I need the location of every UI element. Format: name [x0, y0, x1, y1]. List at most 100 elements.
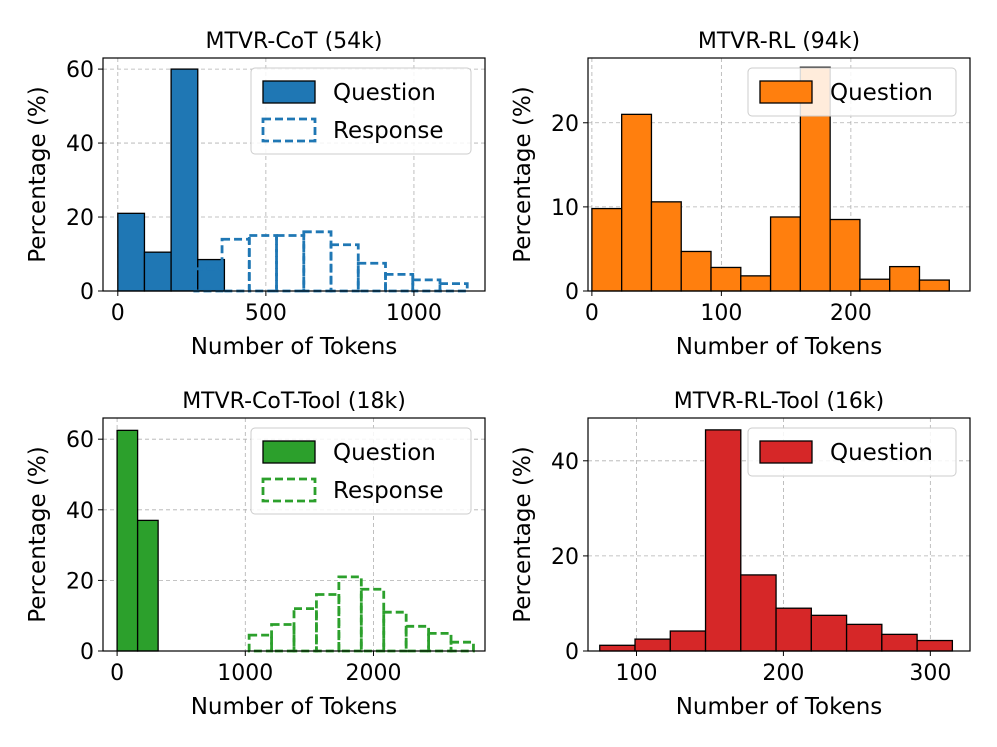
- y-tick-label: 0: [565, 280, 579, 305]
- bar-response: [292, 607, 318, 653]
- y-tick-label: 40: [66, 132, 94, 157]
- y-tick-label: 60: [66, 428, 94, 453]
- panel-mtvr-cot-tool: 0 1000 2000 0 20 40 60 MTVR-CoT-Tool (18k) Numbe…: [25, 389, 486, 720]
- panel-mtvr-cot: 0 500 1000 0 20 40 60 MTVR-CoT (54k) Number of T…: [25, 29, 486, 360]
- bar-question: [680, 250, 712, 292]
- bar-response: [384, 272, 415, 293]
- y-tick-label: 20: [551, 112, 579, 137]
- axes-frame: [102, 417, 486, 652]
- bar-response: [356, 261, 387, 293]
- legend-box: [747, 67, 957, 117]
- legend-label-question: Question: [333, 440, 436, 466]
- bar-question: [136, 519, 159, 652]
- legend-label-question: Question: [830, 80, 933, 106]
- bar-response: [411, 278, 442, 293]
- y-tick-label: 40: [66, 499, 94, 524]
- bar-question: [769, 216, 802, 292]
- x-tick-label: 1000: [386, 301, 442, 326]
- bar-question: [889, 265, 921, 292]
- y-tick-label: 0: [565, 640, 579, 665]
- bar-response: [247, 234, 278, 293]
- bar-response: [337, 575, 363, 653]
- x-axis-label: Number of Tokens: [676, 694, 883, 720]
- x-tick-label: 100: [700, 301, 742, 326]
- series-question: [117, 68, 226, 292]
- series-response: [193, 230, 469, 293]
- chart-title: MTVR-RL-Tool (16k): [674, 389, 885, 414]
- bar-question: [810, 614, 848, 652]
- legend-label-question: Question: [333, 80, 436, 106]
- bar-question: [117, 212, 146, 292]
- legend: Question: [747, 427, 957, 477]
- bar-question: [621, 113, 653, 292]
- bar-response: [275, 234, 306, 293]
- bar-question: [704, 429, 742, 652]
- bar-response: [359, 587, 386, 653]
- panel-mtvr-rl: 0 100 200 0 10 20 MTVR-RL (94k) Number of Token…: [510, 29, 971, 360]
- bar-response: [315, 593, 341, 653]
- series-question: [116, 429, 159, 652]
- panel-mtvr-rl-tool: 100 200 300 0 20 40 MTVR-RL-Tool (16k) Number o…: [510, 389, 971, 720]
- x-axis-label: Number of Tokens: [191, 694, 398, 720]
- bar-response: [404, 624, 430, 653]
- bar-response: [449, 640, 475, 653]
- y-tick-label: 20: [551, 545, 579, 570]
- bar-question: [634, 638, 671, 652]
- y-tick-label: 20: [66, 206, 94, 231]
- x-tick-label: 0: [111, 301, 125, 326]
- legend-label-question: Question: [830, 440, 933, 466]
- legend-box: [747, 427, 957, 477]
- axes-frame: [587, 417, 971, 652]
- legend-label-response: Response: [333, 478, 443, 504]
- x-tick-label: 300: [909, 661, 951, 686]
- axes-frame: [102, 57, 486, 292]
- bar-response: [302, 230, 333, 293]
- legend: Question: [747, 67, 957, 117]
- x-tick-label: 1000: [217, 661, 273, 686]
- bar-response: [329, 243, 360, 293]
- bar-response: [270, 623, 296, 653]
- bar-question: [599, 644, 636, 652]
- legend-swatch-response: [261, 117, 317, 143]
- series-response: [247, 575, 475, 653]
- bar-question: [918, 279, 950, 292]
- x-tick-label: 500: [245, 301, 287, 326]
- bar-question: [143, 251, 172, 292]
- bar-question: [829, 218, 861, 292]
- bar-response: [220, 237, 251, 293]
- y-axis-label: Percentage (%): [510, 446, 536, 623]
- legend: Question Response: [250, 427, 472, 515]
- bar-response: [427, 631, 453, 653]
- y-axis-label: Percentage (%): [25, 446, 51, 623]
- bar-response: [247, 633, 273, 653]
- bar-question: [669, 630, 707, 652]
- x-tick-label: 200: [830, 301, 872, 326]
- bar-question: [740, 275, 772, 292]
- x-axis-label: Number of Tokens: [191, 334, 398, 360]
- legend-swatch-question: [759, 80, 813, 104]
- y-axis-label: Percentage (%): [25, 86, 51, 263]
- y-tick-label: 0: [80, 640, 94, 665]
- y-tick-label: 0: [80, 280, 94, 305]
- bar-question: [845, 623, 883, 652]
- bar-question: [710, 266, 742, 292]
- x-tick-label: 0: [585, 301, 599, 326]
- series-question: [599, 429, 954, 652]
- bar-question: [170, 68, 199, 292]
- chart-title: MTVR-CoT-Tool (18k): [182, 389, 406, 414]
- legend-swatch-response: [261, 477, 317, 503]
- y-tick-label: 40: [551, 450, 579, 475]
- bar-question: [881, 633, 918, 652]
- legend-swatch-question: [759, 440, 813, 464]
- bar-question: [591, 207, 623, 292]
- x-tick-label: 0: [110, 661, 124, 686]
- y-axis-label: Percentage (%): [510, 86, 536, 263]
- y-tick-label: 60: [66, 58, 94, 83]
- x-axis-label: Number of Tokens: [676, 334, 883, 360]
- series-question: [591, 66, 950, 292]
- x-tick-label: 200: [762, 661, 804, 686]
- bar-response: [438, 282, 469, 293]
- bar-question: [740, 574, 777, 652]
- bar-question: [197, 258, 226, 292]
